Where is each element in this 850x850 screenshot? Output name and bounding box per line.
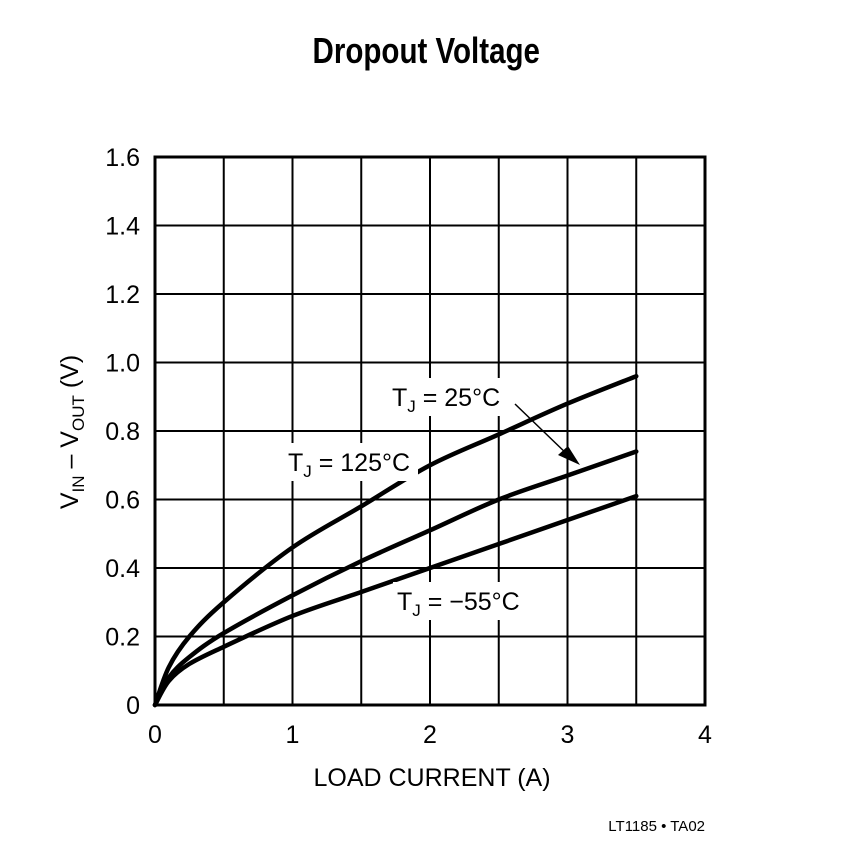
figure-code: LT1185 • TA02 — [608, 818, 705, 835]
series-line-2 — [152, 493, 639, 708]
data-curves — [152, 373, 639, 708]
plot-frame — [153, 155, 707, 707]
x-tick-label: 4 — [698, 721, 712, 749]
annotation-bg-25 — [388, 378, 508, 416]
series-line-1 — [152, 449, 639, 708]
y-tick-label: 0.4 — [105, 555, 140, 583]
annotation-125c: TJ = 125°C — [288, 449, 410, 481]
annotation-bg-neg55 — [393, 582, 528, 620]
y-tick-label: 1.2 — [105, 281, 140, 309]
chart-title: Dropout Voltage — [312, 30, 540, 71]
arrow-head-icon — [558, 446, 580, 465]
series-line-0 — [152, 373, 639, 708]
y-axis-label: VIN – VOUT (V) — [56, 355, 88, 509]
x-axis-label: LOAD CURRENT (A) — [313, 764, 550, 792]
y-tick-label: 0.8 — [105, 418, 140, 446]
y-tick-label: 1.6 — [105, 144, 140, 172]
annotation-bg-125 — [283, 443, 418, 481]
x-tick-label: 3 — [561, 721, 575, 749]
svg-text:VIN – VOUT (V): VIN – VOUT (V) — [56, 355, 88, 509]
x-axis-ticks: 0 1 2 3 4 — [148, 721, 712, 749]
annotation-neg55c: TJ = −55°C — [397, 588, 520, 620]
y-axis-ticks: 0 0.2 0.4 0.6 0.8 1.0 1.2 1.4 1.6 — [105, 144, 140, 720]
annotation-25c: TJ = 25°C — [392, 384, 500, 416]
y-tick-label: 1.4 — [105, 213, 140, 241]
x-tick-label: 2 — [423, 721, 437, 749]
y-tick-label: 1.0 — [105, 350, 140, 378]
annotation-arrow-shaft — [514, 403, 571, 458]
y-tick-label: 0.2 — [105, 624, 140, 652]
x-tick-label: 1 — [286, 721, 300, 749]
y-tick-label: 0.6 — [105, 487, 140, 515]
x-tick-label: 0 — [148, 721, 162, 749]
y-tick-label: 0 — [126, 692, 140, 720]
